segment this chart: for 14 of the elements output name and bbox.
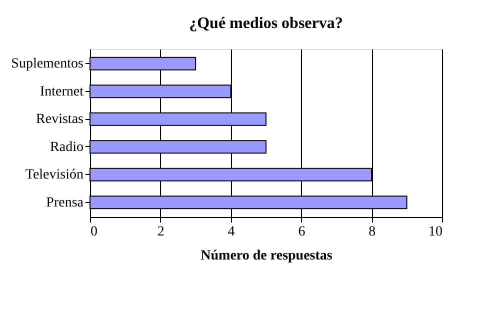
- x-tick-label: 8: [368, 224, 376, 240]
- y-tick-label: Televisión: [25, 168, 84, 183]
- x-tick-label: 0: [90, 224, 98, 240]
- x-tick-label: 2: [157, 224, 164, 240]
- y-tick-label: Suplementos: [11, 56, 84, 72]
- x-tick-label: 4: [228, 224, 235, 240]
- y-tick-label: Prensa: [46, 195, 84, 210]
- y-tick-label: Internet: [40, 84, 84, 100]
- y-tick-label: Revistas: [36, 112, 84, 128]
- y-tick-label: Radio: [50, 140, 84, 155]
- x-tick-label: 10: [428, 224, 442, 240]
- chart-title: ¿Qué medios observa?: [189, 15, 343, 32]
- x-tick-label: 6: [298, 224, 306, 240]
- x-axis-title: Número de respuestas: [200, 248, 333, 264]
